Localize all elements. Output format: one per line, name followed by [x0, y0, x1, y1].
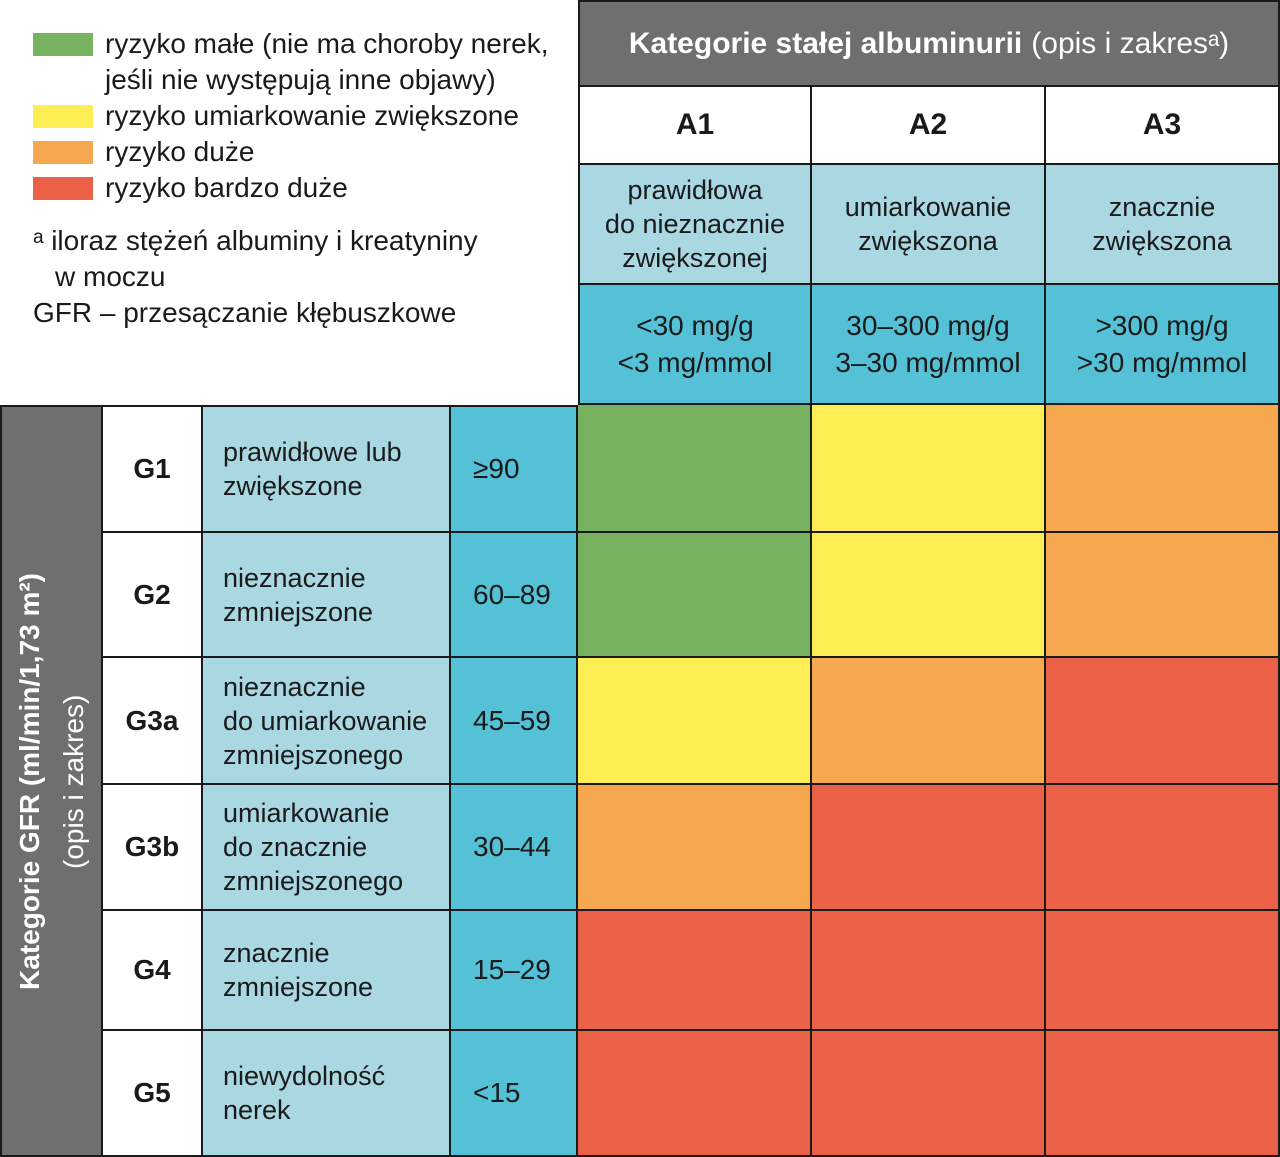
row-code-G2: G2 [103, 533, 203, 658]
col-desc-A2: umiarkowanie zwiększona [812, 165, 1046, 285]
legend-label: ryzyko duże [105, 136, 255, 167]
row-range-G5: <15 [451, 1031, 578, 1157]
row-range-G3a: 45–59 [451, 658, 578, 785]
col-code-A1: A1 [578, 87, 812, 165]
row-range-G4: 15–29 [451, 911, 578, 1031]
risk-cell-G3a-A1 [578, 658, 812, 785]
footnotes: ᵃ iloraz stężeń albuminy i kreatyniny w … [33, 223, 568, 331]
footnote-gfr: GFR – przesączanie kłębuszkowe [33, 297, 457, 328]
row-code-G1: G1 [103, 405, 203, 533]
gfr-axis-label-text: Kategorie GFR (ml/min/1,73 m²) (opis i z… [8, 573, 96, 990]
row-code-G3b: G3b [103, 785, 203, 911]
row-desc-G4: znacznie zmniejszone [203, 911, 451, 1031]
row-range-G2: 60–89 [451, 533, 578, 658]
row-range-G3b: 30–44 [451, 785, 578, 911]
risk-cell-G5-A1 [578, 1031, 812, 1157]
risk-cell-G4-A2 [812, 911, 1046, 1031]
legend-label: ryzyko małe (nie ma choroby nerek, jeśli… [105, 28, 549, 95]
risk-cell-G1-A1 [578, 405, 812, 533]
risk-cell-G1-A2 [812, 405, 1046, 533]
row-code-G3a: G3a [103, 658, 203, 785]
row-desc-G3b: umiarkowanie do znacznie zmniejszonego [203, 785, 451, 911]
albuminuria-header-regular: (opis i zakresᵃ) [1031, 26, 1230, 60]
risk-cell-G3b-A2 [812, 785, 1046, 911]
row-desc-G5: niewydolność nerek [203, 1031, 451, 1157]
row-desc-G1: prawidłowe lub zwiększone [203, 405, 451, 533]
gfr-axis-label-regular: (opis i zakres) [57, 693, 89, 869]
risk-cell-G5-A3 [1046, 1031, 1280, 1157]
albuminuria-header: Kategorie stałej albuminurii (opis i zak… [578, 0, 1280, 87]
row-code-G4: G4 [103, 911, 203, 1031]
col-desc-A3: znacznie zwiększona [1046, 165, 1280, 285]
risk-cell-G3b-A1 [578, 785, 812, 911]
row-range-G1: ≥90 [451, 405, 578, 533]
risk-cell-G2-A2 [812, 533, 1046, 658]
risk-cell-G5-A2 [812, 1031, 1046, 1157]
legend-item-very-high-risk: ryzyko bardzo duże [33, 170, 568, 206]
orange-swatch [33, 141, 93, 164]
row-desc-G2: nieznacznie zmniejszone [203, 533, 451, 658]
albuminuria-header-bold: Kategorie stałej albuminurii [628, 26, 1023, 60]
risk-cell-G2-A1 [578, 533, 812, 658]
risk-cell-G3a-A2 [812, 658, 1046, 785]
footnote-albumin-creatinine-cont: w moczu [55, 261, 166, 292]
risk-cell-G3a-A3 [1046, 658, 1280, 785]
yellow-swatch [33, 105, 93, 128]
legend-item-moderate-risk: ryzyko umiarkowanie zwiększone [33, 98, 568, 134]
row-code-G5: G5 [103, 1031, 203, 1157]
risk-cell-G3b-A3 [1046, 785, 1280, 911]
risk-cell-G4-A1 [578, 911, 812, 1031]
col-range-A2: 30–300 mg/g 3–30 mg/mmol [812, 285, 1046, 405]
col-code-A2: A2 [812, 87, 1046, 165]
legend: ryzyko małe (nie ma choroby nerek, jeśli… [0, 0, 578, 405]
red-swatch [33, 177, 93, 200]
row-desc-G3a: nieznacznie do umiarkowanie zmniejszoneg… [203, 658, 451, 785]
green-swatch [33, 33, 93, 56]
risk-cell-G2-A3 [1046, 533, 1280, 658]
risk-cell-G1-A3 [1046, 405, 1280, 533]
col-desc-A1: prawidłowa do nieznacznie zwiększonej [578, 165, 812, 285]
col-range-A3: >300 mg/g >30 mg/mmol [1046, 285, 1280, 405]
col-code-A3: A3 [1046, 87, 1280, 165]
legend-label: ryzyko bardzo duże [105, 172, 348, 203]
legend-label: ryzyko umiarkowanie zwiększone [105, 100, 519, 131]
gfr-axis-label-bold: Kategorie GFR (ml/min/1,73 m²) [13, 572, 45, 990]
footnote-albumin-creatinine: ᵃ iloraz stężeń albuminy i kreatyniny [33, 225, 478, 256]
legend-item-high-risk: ryzyko duże [33, 134, 568, 170]
risk-cell-G4-A3 [1046, 911, 1280, 1031]
gfr-axis-label: Kategorie GFR (ml/min/1,73 m²) (opis i z… [0, 405, 103, 1157]
legend-items: ryzyko małe (nie ma choroby nerek, jeśli… [33, 26, 568, 206]
legend-item-low-risk: ryzyko małe (nie ma choroby nerek, jeśli… [33, 26, 568, 98]
col-range-A1: <30 mg/g <3 mg/mmol [578, 285, 812, 405]
